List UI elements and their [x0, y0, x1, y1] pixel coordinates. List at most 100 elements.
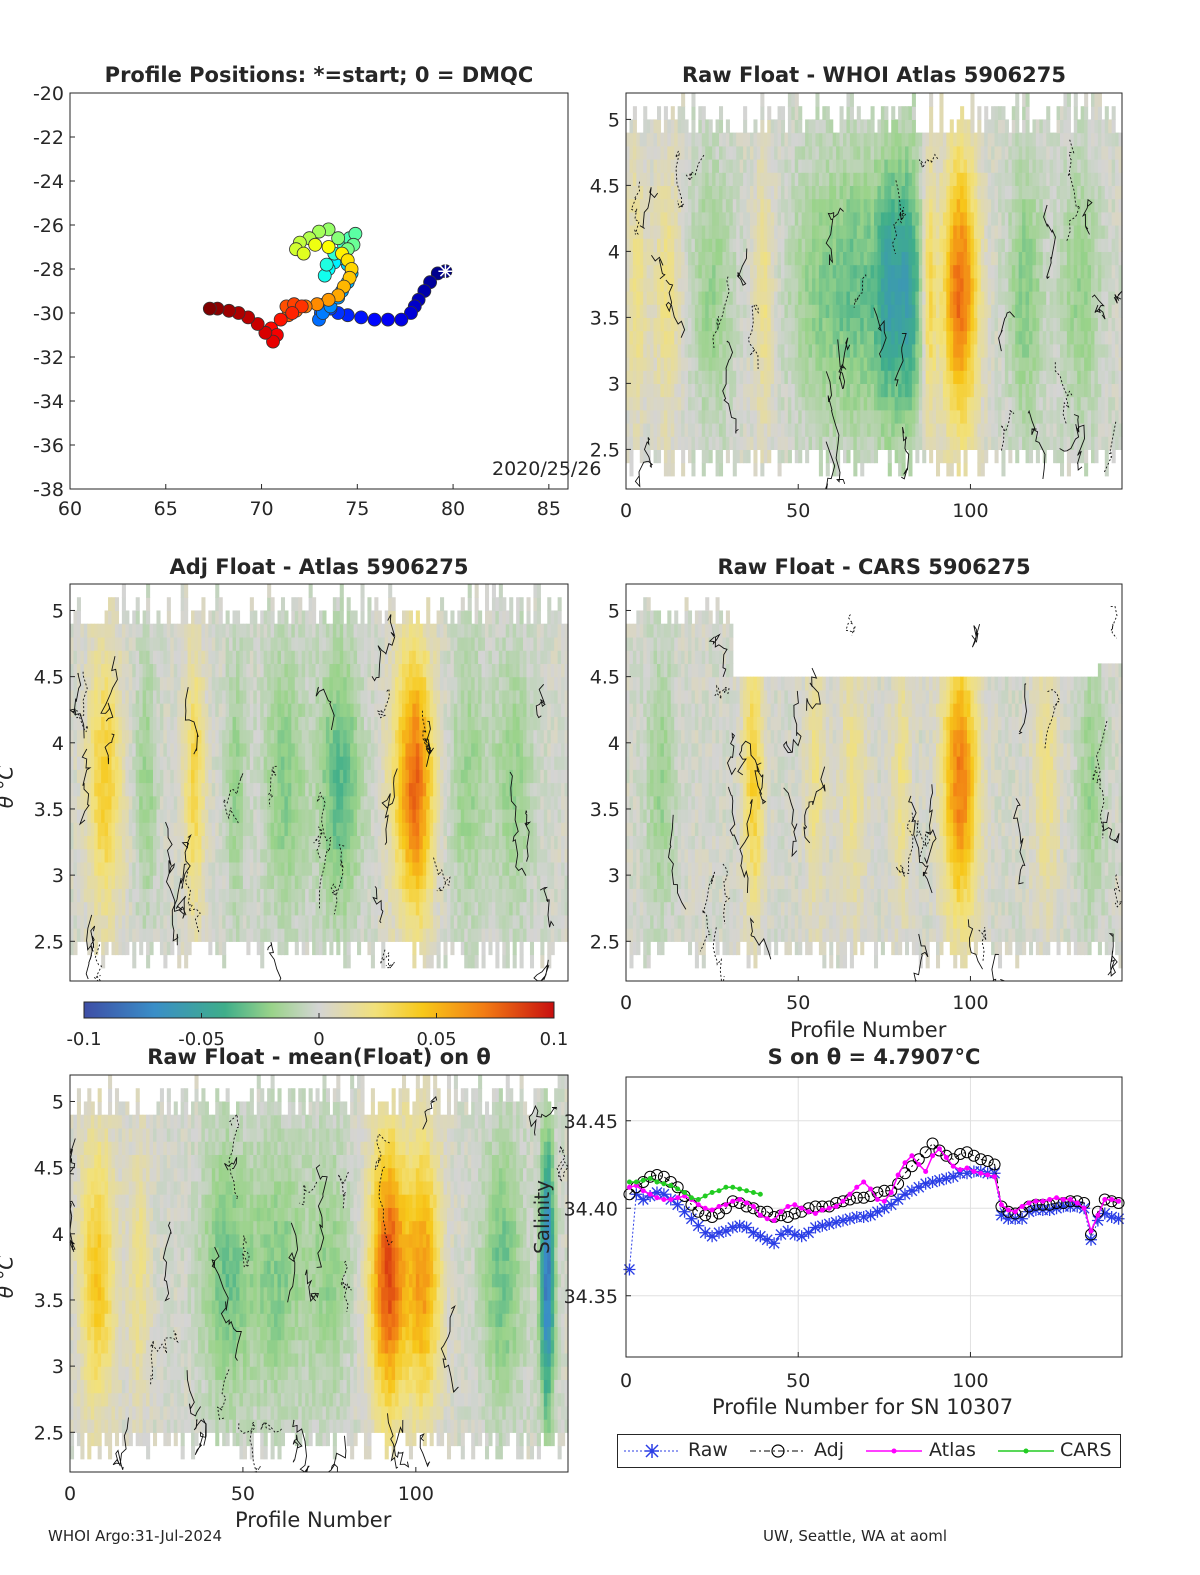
adj_atlas-cell [97, 782, 102, 797]
raw_atlas-cell [1008, 409, 1013, 424]
raw_atlas-cell [1101, 211, 1106, 226]
raw_atlas-cell [815, 317, 820, 332]
adj_atlas-cell [80, 861, 85, 876]
raw_atlas-cell [1032, 159, 1037, 173]
raw_atlas-cell [1060, 357, 1065, 371]
raw_atlas-cell [1097, 238, 1102, 252]
raw_atlas-cell [829, 132, 834, 147]
raw_atlas-cell [1049, 132, 1054, 147]
raw_atlas-cell [787, 145, 792, 160]
raw_atlas-cell [977, 106, 982, 120]
raw_atlas-cell [684, 277, 689, 292]
raw_atlas-cell [698, 383, 703, 398]
raw_atlas-cell [1022, 423, 1027, 437]
raw_atlas-cell [1091, 317, 1096, 332]
raw_atlas-cell [929, 409, 934, 424]
raw_atlas-cell [905, 132, 910, 147]
raw_atlas-cell [653, 396, 658, 411]
adj_atlas-cell [156, 650, 161, 664]
adj_atlas-cell [121, 941, 126, 956]
adj_atlas-cell [125, 742, 130, 757]
adj_atlas-cell [208, 663, 213, 678]
raw_atlas-cell [877, 185, 882, 200]
raw_atlas-cell [777, 198, 782, 213]
raw_atlas-cell [1101, 330, 1106, 345]
raw_atlas-cell [1077, 145, 1082, 160]
raw_atlas-cell [1080, 251, 1085, 266]
raw_atlas-cell [767, 317, 772, 332]
raw_atlas-cell [767, 106, 772, 120]
raw_atlas-cell [932, 251, 937, 266]
raw_atlas-cell [1042, 225, 1047, 239]
raw_atlas-cell [832, 462, 837, 477]
raw_atlas-cell [853, 449, 858, 464]
raw_atlas-cell [698, 211, 703, 226]
adj_atlas-cell [159, 769, 164, 784]
raw_atlas-cell [660, 317, 665, 332]
raw_atlas-cell [657, 211, 662, 226]
raw_atlas-cell [1115, 264, 1120, 279]
raw_atlas-cell [949, 172, 954, 186]
raw_atlas-cell [732, 264, 737, 279]
raw_atlas-cell [994, 198, 999, 213]
adj_atlas-cell [97, 676, 102, 691]
raw_atlas-cell [739, 145, 744, 160]
adj_atlas-cell [114, 822, 120, 837]
adj_atlas-cell [163, 782, 168, 797]
raw_atlas-cell [643, 172, 648, 186]
adj_atlas-cell [153, 848, 158, 863]
raw_atlas-cell [794, 383, 799, 398]
raw_atlas-cell [798, 383, 803, 398]
adj_atlas-cell [94, 928, 99, 942]
adj_atlas-cell [73, 782, 78, 797]
raw_atlas-cell [849, 436, 854, 450]
raw_atlas-cell [867, 159, 872, 173]
raw_atlas-cell [750, 145, 755, 160]
raw_atlas-cell [956, 251, 961, 266]
raw_atlas-cell [849, 159, 854, 173]
raw_atlas-cell [991, 423, 996, 437]
raw_atlas-cell [977, 370, 982, 384]
raw_atlas-cell [1087, 251, 1092, 266]
raw_atlas-cell [777, 370, 782, 384]
raw_atlas-cell [660, 291, 665, 305]
adj_atlas-cell [108, 875, 113, 889]
raw_atlas-cell [815, 343, 820, 358]
raw_atlas-cell [756, 423, 761, 437]
raw_atlas-cell [960, 357, 965, 371]
raw_atlas-cell [1084, 423, 1089, 437]
raw_atlas-cell [1094, 211, 1099, 226]
adj_atlas-cell [201, 782, 206, 797]
raw_atlas-cell [1046, 119, 1051, 134]
raw_atlas-cell [626, 436, 631, 450]
raw_atlas-cell [880, 225, 885, 239]
adj_atlas-cell [121, 888, 126, 903]
raw_atlas-cell [670, 436, 675, 450]
raw_atlas-cell [829, 119, 834, 134]
raw_atlas-cell [987, 119, 992, 134]
raw_atlas-cell [663, 449, 668, 464]
raw_atlas-cell [719, 185, 724, 200]
raw_atlas-cell [960, 277, 965, 292]
adj_atlas-cell [76, 597, 81, 612]
adj_atlas-cell [170, 822, 175, 837]
raw_atlas-cell [1008, 185, 1013, 200]
raw_atlas-cell [1063, 106, 1068, 120]
adj_atlas-cell [173, 663, 178, 678]
adj_atlas-cell [156, 928, 161, 942]
raw_atlas-cell [832, 409, 837, 424]
raw_atlas-cell [1004, 436, 1009, 450]
adj_atlas-cell [118, 795, 123, 810]
raw_atlas-cell [874, 132, 879, 147]
raw_atlas-cell [860, 370, 865, 384]
map-point [404, 306, 418, 320]
map-point [308, 237, 323, 252]
adj_atlas-cell [87, 729, 92, 744]
map-point [319, 257, 334, 272]
raw_atlas-cell [753, 304, 758, 318]
raw_atlas-cell [939, 185, 944, 200]
raw_atlas-cell [984, 277, 989, 292]
raw_atlas-cell [632, 409, 637, 424]
raw_atlas-cell [698, 357, 703, 371]
raw_atlas-cell [998, 357, 1003, 371]
